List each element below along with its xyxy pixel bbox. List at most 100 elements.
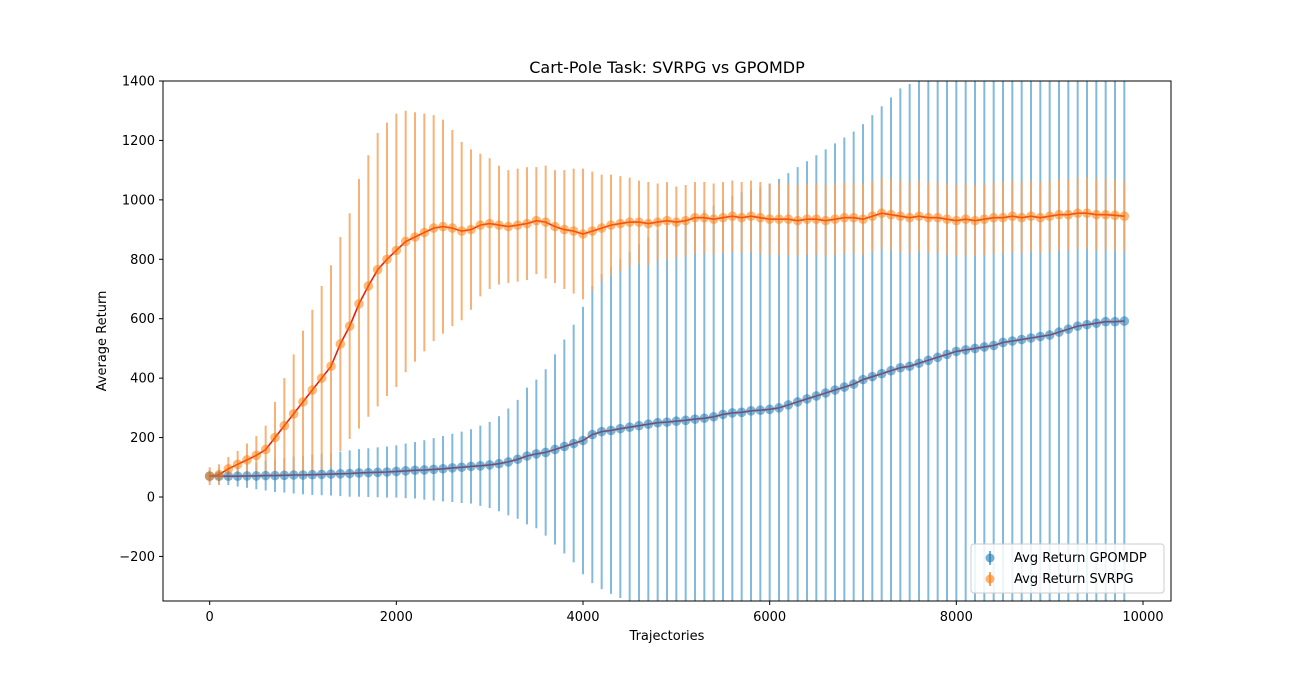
gpomdp-point (792, 397, 803, 407)
y-tick-label: 1400 (122, 75, 155, 90)
gpomdp-point (1026, 333, 1036, 343)
gpomdp-point (382, 467, 392, 477)
y-tick-label: 200 (130, 431, 155, 446)
gpomdp-point (895, 362, 906, 373)
svrpg-point (531, 215, 542, 226)
x-axis-ticks: 0 2000 4000 6000 8000 10000 (206, 601, 1164, 625)
svrpg-point (1016, 212, 1027, 223)
gpomdp-point (428, 464, 439, 475)
svrpg-point (298, 397, 308, 407)
svrpg-point (1119, 211, 1130, 221)
gpomdp-point (1072, 321, 1083, 331)
svrpg-point (270, 432, 280, 443)
svrpg-point (475, 220, 486, 230)
x-tick-label: 8000 (940, 610, 973, 625)
gpomdp-point (540, 447, 551, 458)
svrpg-point (932, 212, 943, 223)
gpomdp-point (867, 371, 878, 382)
gpomdp-point (970, 343, 980, 354)
gpomdp-point (279, 470, 290, 481)
gpomdp-point (764, 404, 775, 415)
svrpg-point (708, 214, 719, 224)
svrpg-point (466, 224, 476, 235)
svrpg-point (1110, 210, 1120, 221)
svrpg-point (652, 217, 663, 227)
gpomdp-point (998, 337, 1008, 348)
svrpg-point (522, 218, 532, 229)
gpomdp-point (774, 403, 784, 413)
svrpg-point (820, 215, 831, 226)
gpomdp-point (550, 444, 560, 455)
svrpg-point (755, 212, 766, 223)
gpomdp-point (923, 355, 934, 366)
gpomdp-point (1082, 319, 1092, 330)
gpomdp-point (755, 405, 766, 416)
gpomdp-point (1091, 318, 1102, 328)
svrpg-point (1091, 209, 1102, 220)
gpomdp-point (727, 408, 738, 418)
y-tick-label: 1200 (122, 134, 155, 149)
gpomdp-point (559, 441, 570, 452)
y-tick-label: 400 (130, 372, 155, 387)
svrpg-point (288, 409, 299, 419)
gpomdp-point (1119, 316, 1130, 326)
legend: Avg Return GPOMDP Avg Return SVRPG (970, 543, 1165, 594)
svrpg-point (895, 211, 906, 221)
svrpg-point (1035, 212, 1046, 223)
svrpg-point (344, 321, 355, 331)
x-axis-label: Trajectories (629, 629, 705, 644)
legend-svrpg-marker (985, 574, 995, 584)
svrpg-point (568, 226, 579, 236)
svrpg-point (811, 214, 822, 224)
gpomdp-point (466, 461, 476, 472)
svrpg-point (923, 212, 934, 223)
svrpg-point (839, 212, 850, 223)
gpomdp-point (802, 394, 812, 404)
gpomdp-point (699, 413, 710, 424)
gpomdp-point (624, 422, 635, 432)
svrpg-point (363, 281, 374, 291)
svrpg-point (550, 221, 560, 232)
svrpg-point (615, 218, 626, 229)
svrpg-point (764, 214, 775, 224)
gpomdp-point (708, 411, 719, 422)
gpomdp-point (652, 417, 663, 428)
chart-title: Cart-Pole Task: SVRPG vs GPOMDP (529, 58, 805, 77)
svrpg-point (746, 211, 756, 221)
gpomdp-point (270, 470, 280, 481)
gpomdp-point (503, 457, 514, 467)
svrpg-point (951, 215, 962, 226)
gpomdp-point (522, 451, 532, 461)
gpomdp-point (1100, 316, 1111, 327)
svrpg-point (438, 221, 448, 232)
gpomdp-point (260, 470, 271, 481)
gpomdp-point (307, 469, 318, 480)
x-tick-label: 10000 (1122, 610, 1163, 625)
svrpg-point (988, 212, 999, 223)
svrpg-point (494, 220, 504, 230)
gpomdp-point (671, 416, 682, 427)
gpomdp-point (578, 435, 588, 446)
svrpg-point (783, 214, 794, 224)
gpomdp-point (886, 365, 896, 376)
svrpg-point (802, 214, 812, 224)
svrpg-point (456, 226, 467, 236)
svrpg-point (1054, 209, 1064, 220)
svrpg-point (1100, 209, 1111, 220)
legend-gpomdp-marker (985, 553, 995, 563)
gpomdp-point (438, 463, 448, 474)
points-layer (204, 208, 1130, 482)
svrpg-point (671, 217, 682, 227)
svrpg-point (886, 209, 896, 220)
y-tick-label: 0 (147, 491, 155, 506)
svrpg-point (774, 214, 784, 224)
gpomdp-point (615, 423, 626, 434)
svrpg-point (1072, 208, 1083, 219)
svrpg-point (242, 455, 252, 465)
svrpg-point (587, 226, 598, 236)
svrpg-point (382, 254, 392, 265)
legend-gpomdp-label: Avg Return GPOMDP (1014, 551, 1147, 566)
svrpg-point (998, 212, 1008, 223)
y-tick-label: 1000 (122, 193, 155, 208)
svrpg-point (792, 215, 803, 226)
